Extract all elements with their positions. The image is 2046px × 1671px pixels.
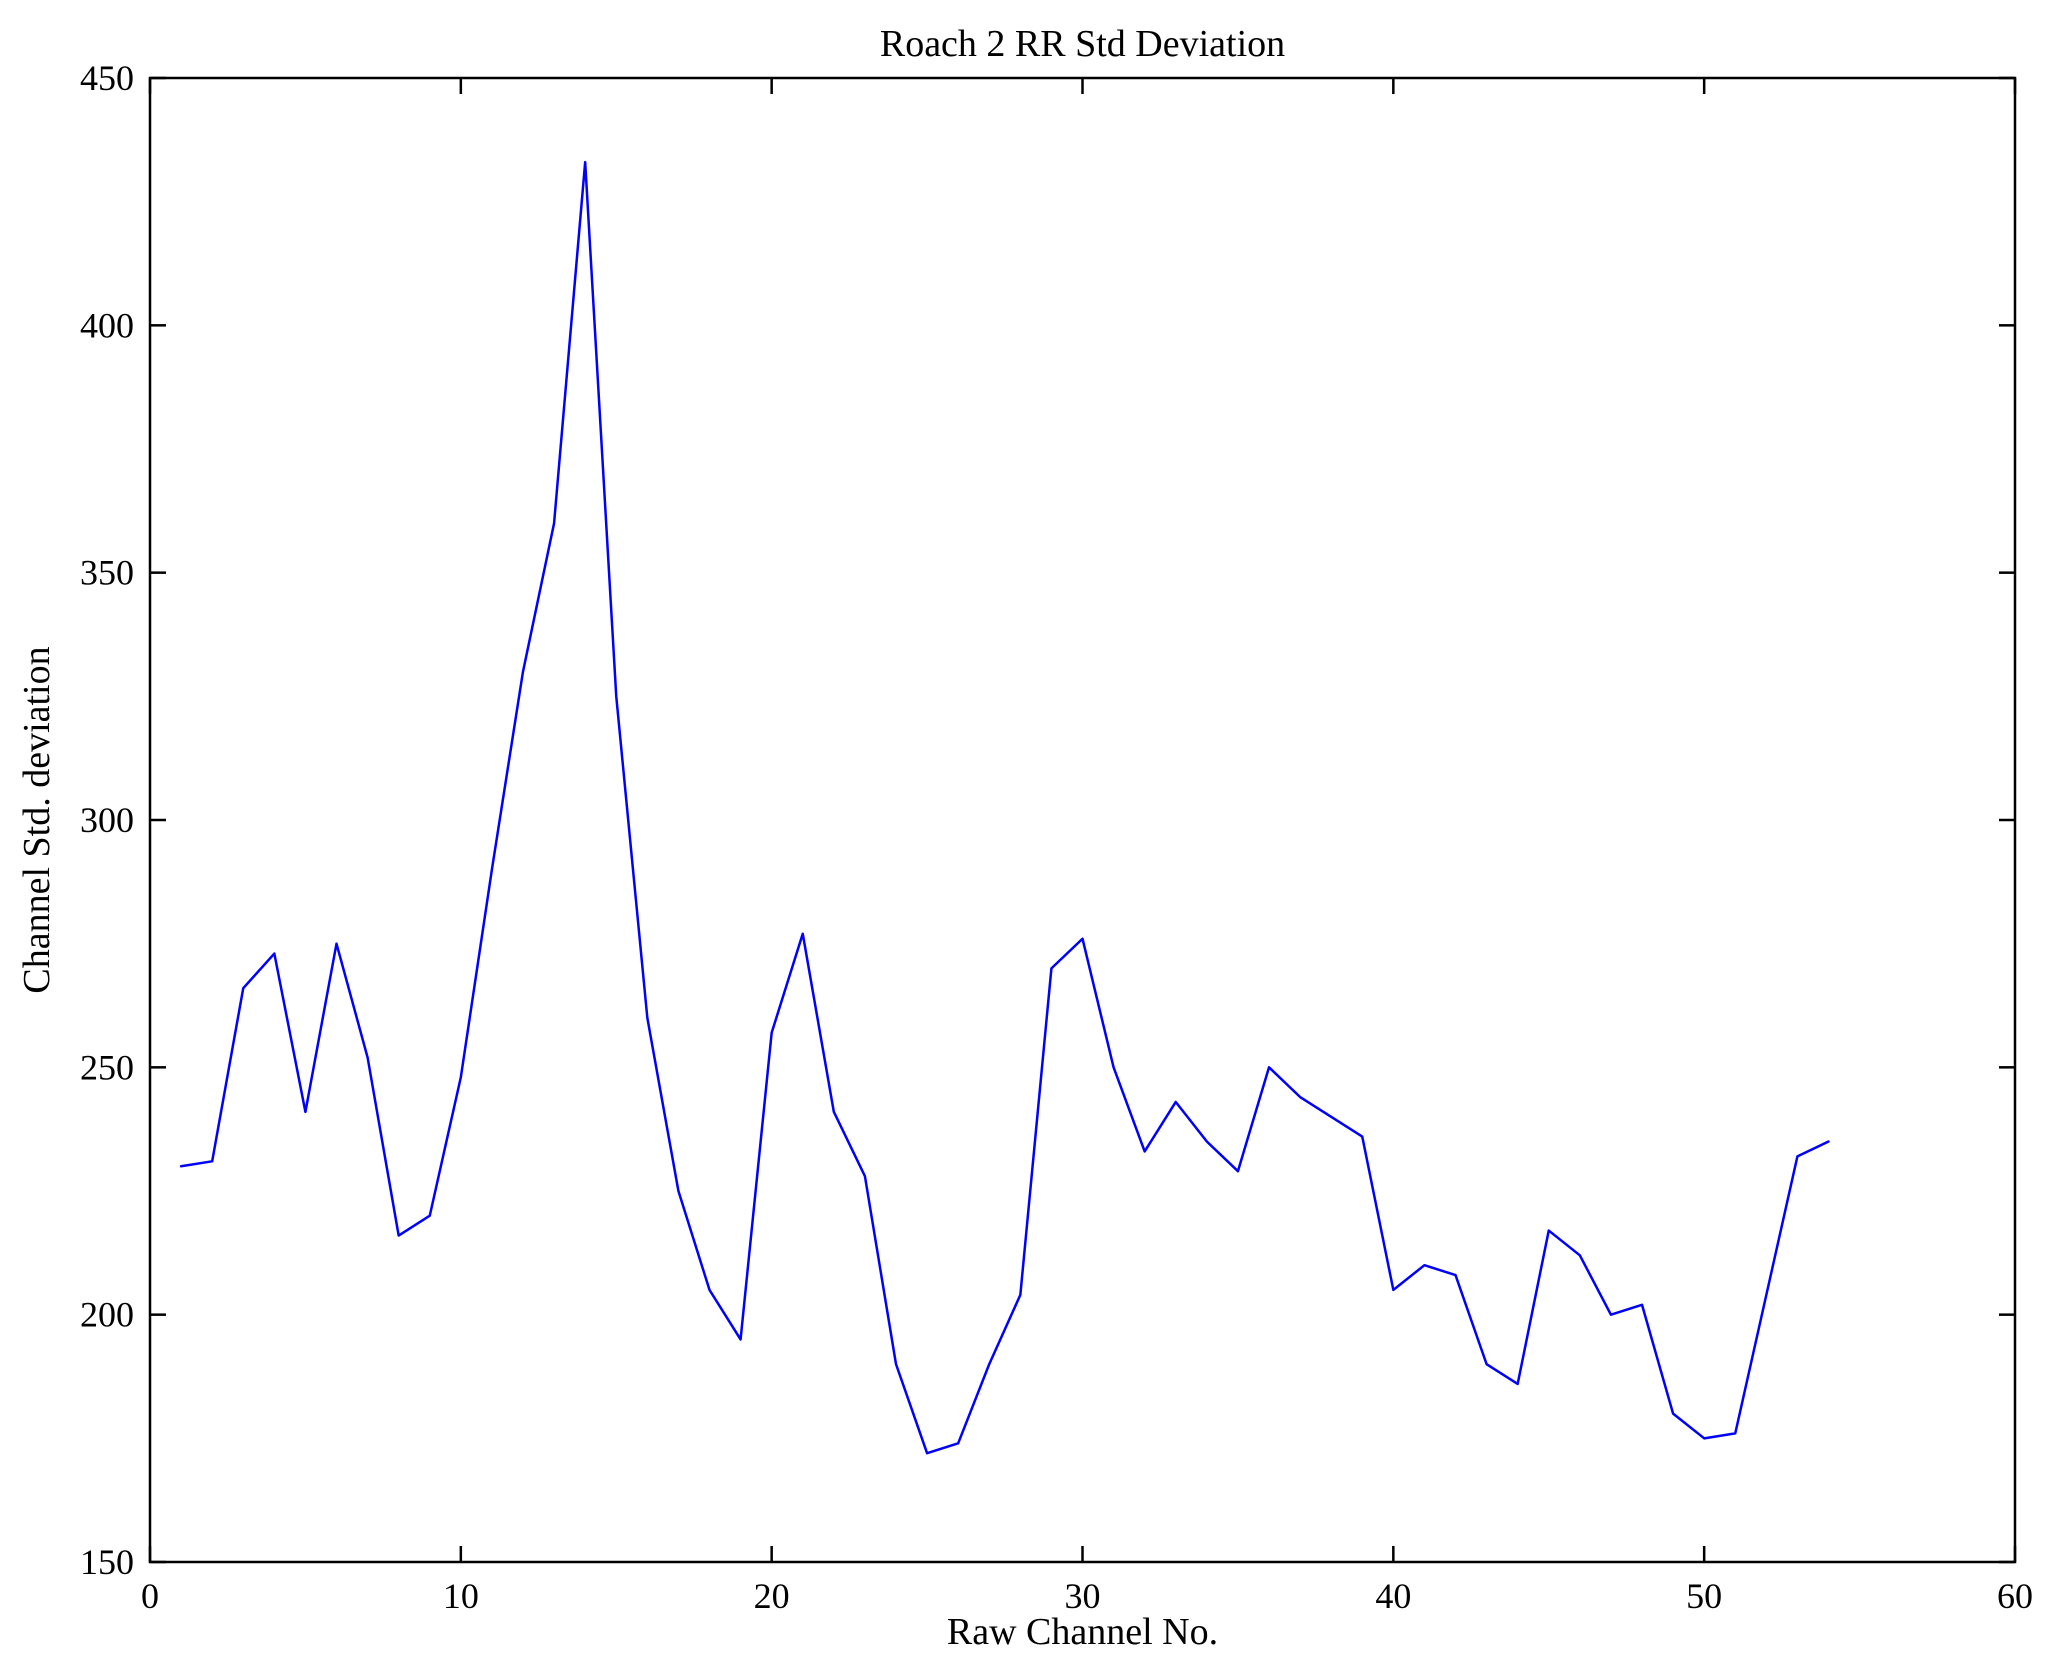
chart-title: Roach 2 RR Std Deviation (879, 23, 1286, 65)
data-line-series (179, 160, 1830, 1455)
y-tick-label: 250 (80, 1047, 134, 1087)
y-tick-label: 450 (80, 58, 134, 98)
y-tick-label: 150 (80, 1542, 134, 1582)
y-axis-label: Channel Std. deviation (16, 646, 59, 994)
x-tick-label: 10 (443, 1576, 479, 1616)
x-tick-label: 60 (1997, 1576, 2033, 1616)
y-tick-label: 350 (80, 553, 134, 593)
plot-box (148, 76, 2017, 1564)
x-axis-label: Raw Channel No. (946, 1611, 1219, 1653)
x-tick-label: 30 (1065, 1576, 1101, 1616)
y-axis-ticks: 150 200 250 300 350 400 450 (80, 58, 2015, 1582)
x-tick-label: 20 (754, 1576, 790, 1616)
x-tick-label: 50 (1686, 1576, 1722, 1616)
y-tick-label: 400 (80, 305, 134, 345)
x-tick-label: 0 (141, 1576, 159, 1616)
x-tick-label: 40 (1375, 1576, 1411, 1616)
y-tick-label: 200 (80, 1295, 134, 1335)
x-axis-ticks: 0 10 20 30 40 50 60 (141, 78, 2033, 1616)
y-tick-label: 300 (80, 800, 134, 840)
